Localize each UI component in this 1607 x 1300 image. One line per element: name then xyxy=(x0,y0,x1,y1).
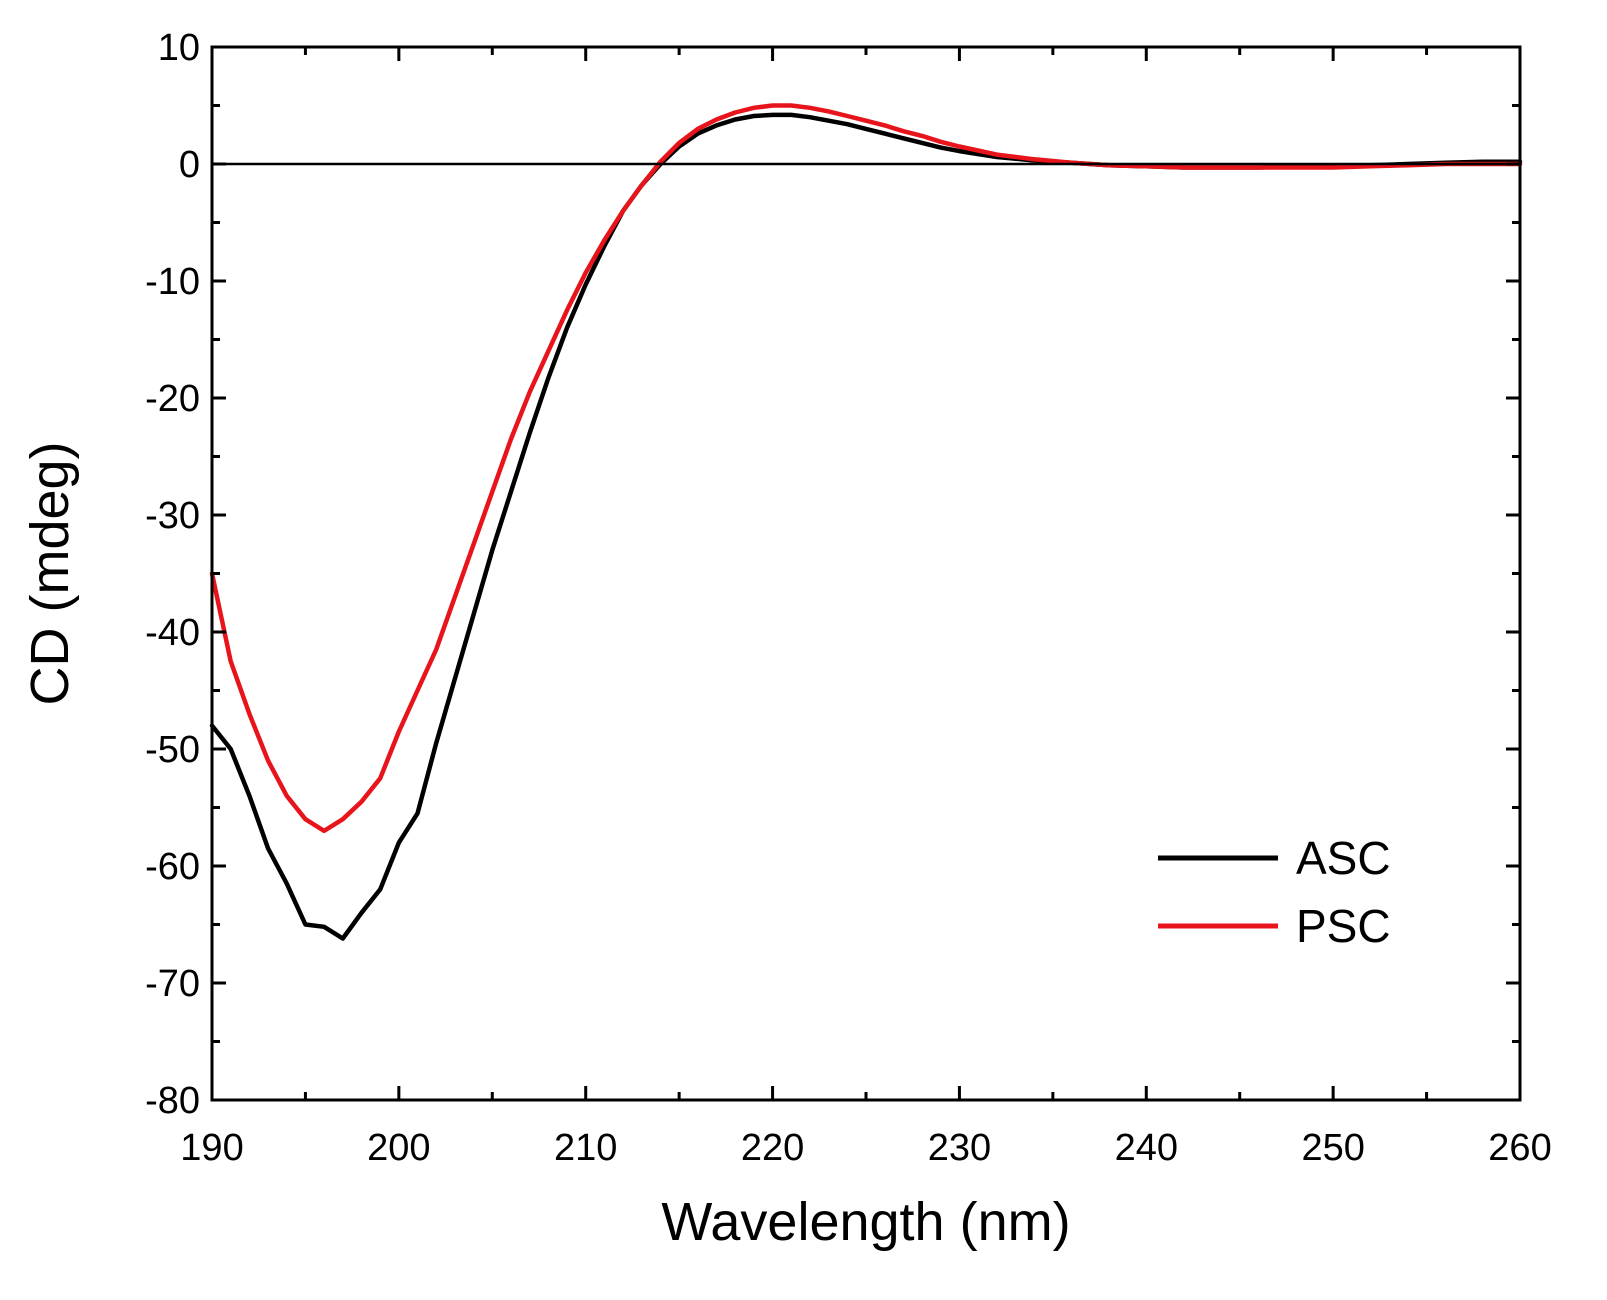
y-axis-ticks: 10 0 -10 -20 -30 -40 -50 -60 -70 -80 xyxy=(145,27,1520,1122)
y-tick-label: -30 xyxy=(145,495,200,537)
legend: ASC PSC xyxy=(1158,832,1391,952)
y-axis-title: CD (mdeg) xyxy=(20,441,80,705)
y-tick-label: -10 xyxy=(145,261,200,303)
y-tick-label: -20 xyxy=(145,378,200,420)
y-tick-label: 10 xyxy=(158,27,200,69)
legend-label-asc: ASC xyxy=(1296,832,1391,884)
x-tick-label: 220 xyxy=(741,1127,804,1169)
x-tick-label: 190 xyxy=(180,1127,243,1169)
y-tick-label: -70 xyxy=(145,963,200,1005)
series-line-psc xyxy=(209,103,1523,834)
x-axis-title: Wavelength (nm) xyxy=(661,1192,1070,1252)
x-tick-label: 210 xyxy=(554,1127,617,1169)
series-line-asc xyxy=(209,112,1523,941)
x-tick-label: 260 xyxy=(1488,1127,1551,1169)
x-tick-label: 200 xyxy=(367,1127,430,1169)
x-tick-label: 250 xyxy=(1301,1127,1364,1169)
curves-layer xyxy=(209,103,1523,941)
legend-label-psc: PSC xyxy=(1296,900,1391,952)
x-axis-ticks: 190 200 210 220 230 240 250 260 xyxy=(180,47,1552,1169)
x-tick-label: 240 xyxy=(1115,1127,1178,1169)
x-tick-label: 230 xyxy=(928,1127,991,1169)
y-tick-label: -50 xyxy=(145,729,200,771)
y-tick-label: 0 xyxy=(179,144,200,186)
y-tick-label: -40 xyxy=(145,612,200,654)
y-tick-label: -60 xyxy=(145,846,200,888)
y-tick-label: -80 xyxy=(145,1080,200,1122)
